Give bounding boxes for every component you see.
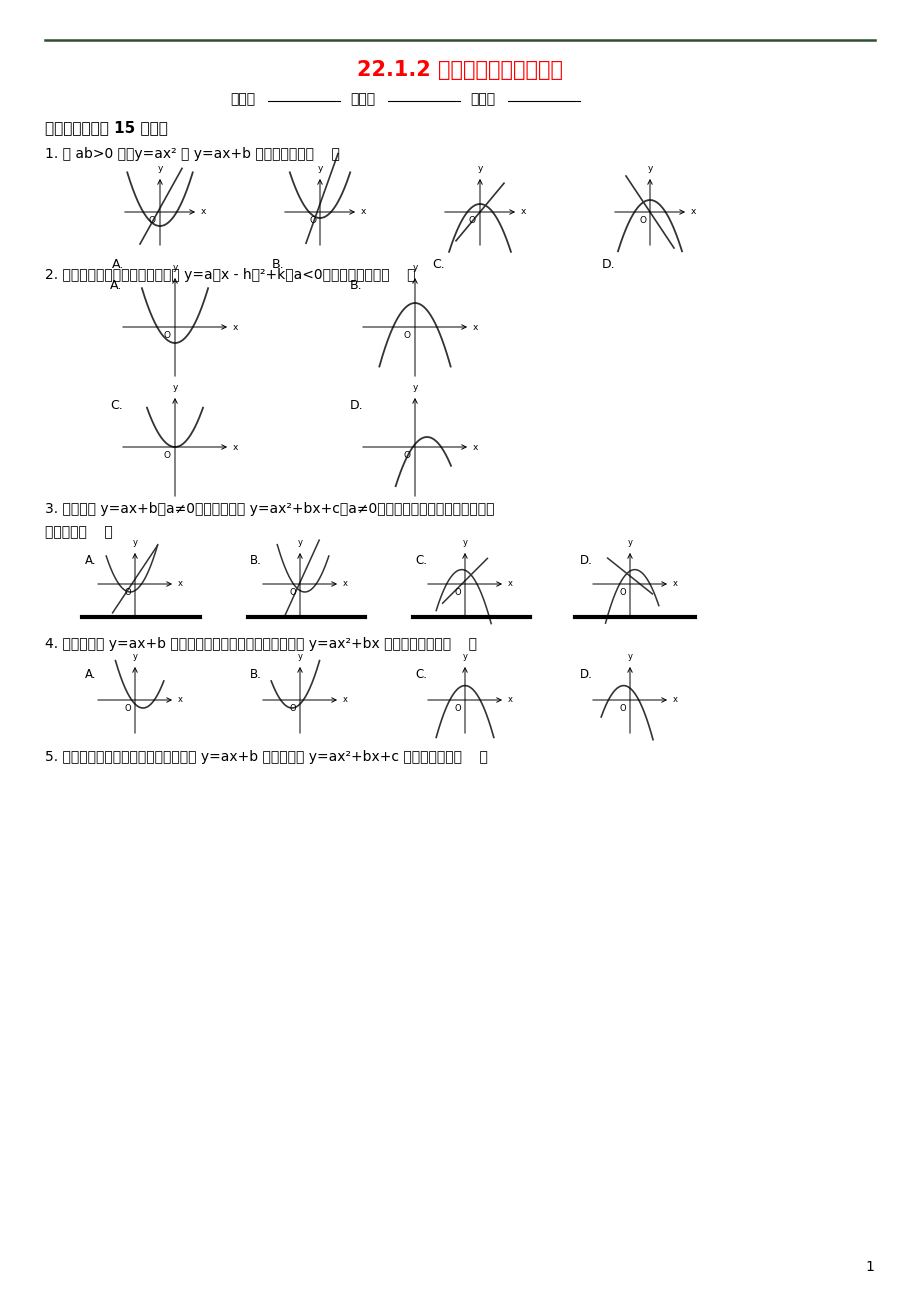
Text: B.: B. bbox=[349, 279, 362, 292]
Text: A.: A. bbox=[112, 258, 124, 271]
Text: 学校：: 学校： bbox=[230, 92, 255, 105]
Text: O: O bbox=[469, 216, 475, 225]
Text: y: y bbox=[317, 164, 323, 173]
Text: x: x bbox=[233, 323, 238, 332]
Text: O: O bbox=[164, 450, 171, 460]
Text: y: y bbox=[297, 538, 302, 547]
Text: O: O bbox=[403, 450, 411, 460]
Text: x: x bbox=[177, 579, 183, 589]
Text: y: y bbox=[647, 164, 652, 173]
Text: y: y bbox=[297, 652, 302, 661]
Text: 22.1.2 二次函数的图象和性质: 22.1.2 二次函数的图象和性质 bbox=[357, 60, 562, 79]
Text: 1. 当 ab>0 时，y=ax² 与 y=ax+b 的图象大致是（    ）: 1. 当 ab>0 时，y=ax² 与 y=ax+b 的图象大致是（ ） bbox=[45, 147, 339, 161]
Text: O: O bbox=[124, 704, 130, 713]
Text: O: O bbox=[149, 216, 156, 225]
Text: x: x bbox=[343, 695, 347, 704]
Text: O: O bbox=[618, 589, 625, 598]
Text: 3. 一次函数 y=ax+b（a≠0）与二次函数 y=ax²+bx+c（a≠0）在同一平面直角坐标系中的图: 3. 一次函数 y=ax+b（a≠0）与二次函数 y=ax²+bx+c（a≠0）… bbox=[45, 503, 494, 516]
Text: x: x bbox=[507, 579, 513, 589]
Text: 2. 在平面直角坐标系中，二次函数 y=a（x - h）²+k（a<0）的图象可能是（    ）: 2. 在平面直角坐标系中，二次函数 y=a（x - h）²+k（a<0）的图象可… bbox=[45, 268, 415, 283]
Text: O: O bbox=[289, 704, 296, 713]
Text: 象可能是（    ）: 象可能是（ ） bbox=[45, 525, 113, 539]
Text: y: y bbox=[462, 652, 467, 661]
Text: 1: 1 bbox=[865, 1260, 873, 1273]
Text: y: y bbox=[132, 538, 137, 547]
Text: y: y bbox=[627, 652, 632, 661]
Text: O: O bbox=[454, 704, 460, 713]
Text: x: x bbox=[673, 695, 677, 704]
Text: x: x bbox=[673, 579, 677, 589]
Text: x: x bbox=[472, 443, 478, 452]
Text: C.: C. bbox=[414, 668, 426, 681]
Text: D.: D. bbox=[579, 553, 592, 566]
Text: 一．选择题（共 15 小题）: 一．选择题（共 15 小题） bbox=[45, 121, 167, 135]
Text: B.: B. bbox=[272, 258, 284, 271]
Text: O: O bbox=[164, 331, 171, 340]
Text: D.: D. bbox=[579, 668, 592, 681]
Text: x: x bbox=[472, 323, 478, 332]
Text: y: y bbox=[627, 538, 632, 547]
Text: D.: D. bbox=[349, 398, 363, 411]
Text: x: x bbox=[360, 207, 366, 216]
Text: y: y bbox=[132, 652, 137, 661]
Text: x: x bbox=[507, 695, 513, 704]
Text: y: y bbox=[477, 164, 482, 173]
Text: y: y bbox=[412, 383, 417, 392]
Text: O: O bbox=[639, 216, 645, 225]
Text: O: O bbox=[454, 589, 460, 598]
Text: O: O bbox=[124, 589, 130, 598]
Text: 姓名：: 姓名： bbox=[349, 92, 375, 105]
Text: D.: D. bbox=[601, 258, 615, 271]
Text: 班级：: 班级： bbox=[470, 92, 494, 105]
Text: x: x bbox=[233, 443, 238, 452]
Text: x: x bbox=[690, 207, 696, 216]
Text: A.: A. bbox=[85, 668, 96, 681]
Text: O: O bbox=[289, 589, 296, 598]
Text: 5. 在同一平面直角坐标系中，一次函数 y=ax+b 和二次函数 y=ax²+bx+c 的图象可能为（    ）: 5. 在同一平面直角坐标系中，一次函数 y=ax+b 和二次函数 y=ax²+b… bbox=[45, 750, 487, 764]
Text: C.: C. bbox=[432, 258, 444, 271]
Text: y: y bbox=[462, 538, 467, 547]
Text: y: y bbox=[172, 263, 177, 272]
Text: C.: C. bbox=[110, 398, 122, 411]
Text: 4. 若一次函数 y=ax+b 的图象经过一、二、四象限，则函数 y=ax²+bx 的图象只可能是（    ）: 4. 若一次函数 y=ax+b 的图象经过一、二、四象限，则函数 y=ax²+b… bbox=[45, 637, 476, 651]
Text: O: O bbox=[403, 331, 411, 340]
Text: y: y bbox=[412, 263, 417, 272]
Text: y: y bbox=[172, 383, 177, 392]
Text: x: x bbox=[520, 207, 526, 216]
Text: O: O bbox=[618, 704, 625, 713]
Text: x: x bbox=[343, 579, 347, 589]
Text: x: x bbox=[177, 695, 183, 704]
Text: B.: B. bbox=[250, 668, 262, 681]
Text: C.: C. bbox=[414, 553, 426, 566]
Text: y: y bbox=[157, 164, 163, 173]
Text: B.: B. bbox=[250, 553, 262, 566]
Text: A.: A. bbox=[85, 553, 96, 566]
Text: O: O bbox=[309, 216, 315, 225]
Text: A.: A. bbox=[110, 279, 122, 292]
Text: x: x bbox=[200, 207, 206, 216]
